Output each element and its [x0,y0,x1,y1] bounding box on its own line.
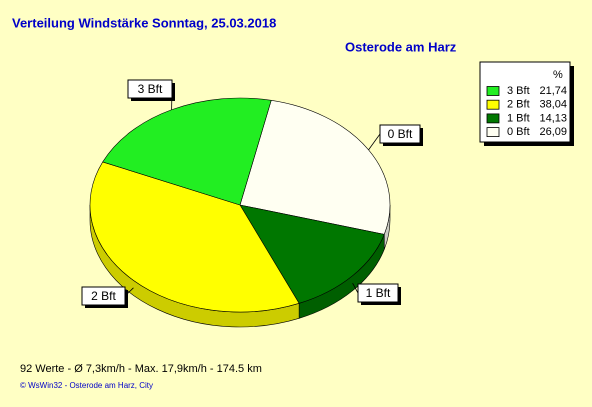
callout-label: 3 Bft [138,82,163,96]
legend-value: 38,04 [539,99,567,111]
callout-label: 1 Bft [366,286,391,300]
legend-header: % [553,69,563,81]
slice [239,100,391,235]
legend-label: 1 Bft [507,112,530,124]
callout-box [127,79,173,99]
legend-swatch [486,86,500,96]
chart-subtitle: Osterode am Harz [345,39,457,54]
chart-title: Verteilung Windstärke Sonntag, 25.03.201… [12,15,276,30]
legend-value: 21,74 [539,85,567,97]
callout-box [81,286,126,306]
legend-swatch [486,113,500,124]
pie [89,97,391,328]
footer: 92 Werte - Ø 7,3km/h - Max. 17,9km/h - 1… [20,363,262,375]
credit: © WsWin32 - Osterode am Harz, City [20,381,153,390]
slice [102,97,272,206]
legend-value: 26,09 [539,126,567,138]
callout-line [368,133,381,151]
callout-label: 0 Bft [388,127,413,141]
callout-label: 2 Bft [91,289,116,303]
slice [239,204,385,304]
legend-swatch [486,127,500,137]
legend-label: 2 Bft [507,99,530,111]
slice [89,161,300,313]
legend-label: 3 Bft [507,85,530,97]
legend-label: 0 Bft [507,126,530,138]
legend-swatch [486,99,500,110]
callout-line [352,283,359,294]
callout-box [379,124,421,144]
callout-box [357,283,399,303]
legend-value: 14,13 [539,112,567,124]
